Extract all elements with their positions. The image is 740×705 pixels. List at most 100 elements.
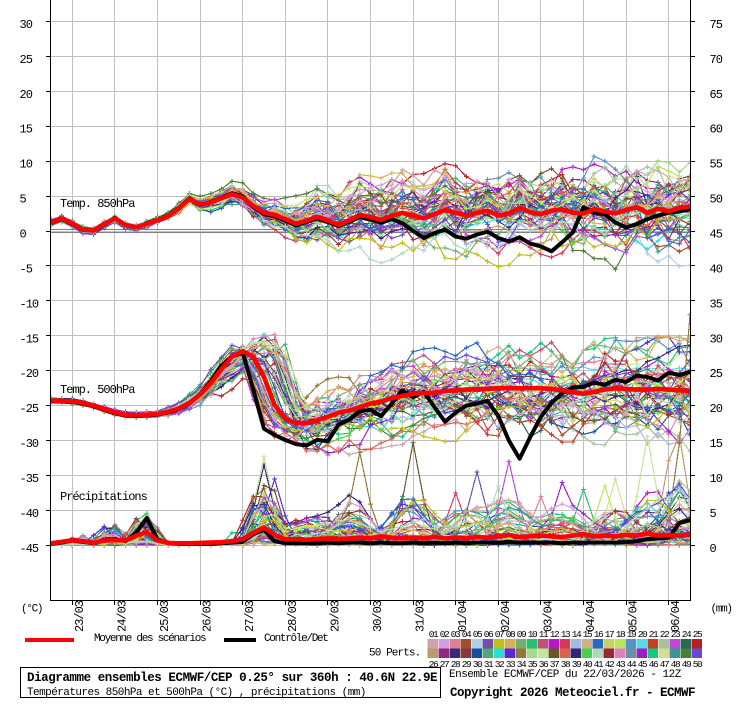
svg-text:Temp. 500hPa: Temp. 500hPa <box>60 383 135 397</box>
svg-text:45: 45 <box>638 659 648 670</box>
svg-text:06: 06 <box>484 629 494 640</box>
svg-text:-40: -40 <box>20 507 39 521</box>
svg-text:27: 27 <box>440 659 449 670</box>
svg-text:24/03: 24/03 <box>115 600 129 632</box>
svg-text:Contrôle/Det: Contrôle/Det <box>264 633 328 645</box>
svg-text:30: 30 <box>710 332 723 346</box>
svg-text:10: 10 <box>710 472 723 486</box>
svg-text:47: 47 <box>660 659 669 670</box>
svg-text:24: 24 <box>682 629 692 640</box>
svg-text:11: 11 <box>539 629 549 640</box>
svg-text:5: 5 <box>710 507 717 521</box>
svg-text:14: 14 <box>572 629 582 640</box>
svg-text:50: 50 <box>710 193 723 207</box>
svg-text:26: 26 <box>429 659 439 670</box>
svg-text:Moyenne des scénarios: Moyenne des scénarios <box>94 633 206 645</box>
svg-text:20: 20 <box>20 88 33 102</box>
svg-text:20: 20 <box>638 629 648 640</box>
svg-text:26/03: 26/03 <box>201 600 215 632</box>
svg-text:41: 41 <box>594 659 604 670</box>
svg-text:-20: -20 <box>20 367 39 381</box>
svg-text:30: 30 <box>20 18 33 32</box>
svg-text:34: 34 <box>517 659 527 670</box>
svg-text:03/04: 03/04 <box>541 600 555 632</box>
svg-text:25: 25 <box>20 53 33 67</box>
svg-text:(mm): (mm) <box>711 604 732 616</box>
svg-text:45: 45 <box>710 228 723 242</box>
svg-text:55: 55 <box>710 158 723 172</box>
svg-text:06/04: 06/04 <box>669 600 683 632</box>
svg-text:17: 17 <box>605 629 614 640</box>
svg-text:37: 37 <box>550 659 559 670</box>
svg-text:30/03: 30/03 <box>371 600 385 632</box>
svg-text:19: 19 <box>627 629 637 640</box>
svg-text:28: 28 <box>451 659 461 670</box>
svg-text:50 Perts.: 50 Perts. <box>369 648 420 660</box>
svg-text:-15: -15 <box>20 332 39 346</box>
svg-text:Temp. 850hPa: Temp. 850hPa <box>60 197 135 211</box>
svg-text:46: 46 <box>649 659 659 670</box>
svg-text:(°C): (°C) <box>21 604 42 616</box>
svg-text:28/03: 28/03 <box>286 600 300 632</box>
svg-text:Copyright 2026 Meteociel.fr -: Copyright 2026 Meteociel.fr - ECMWF <box>450 686 695 700</box>
svg-text:02/04: 02/04 <box>499 600 513 632</box>
svg-text:23: 23 <box>671 629 681 640</box>
svg-text:-5: -5 <box>20 262 33 276</box>
svg-text:05/04: 05/04 <box>627 600 641 632</box>
svg-text:04/04: 04/04 <box>584 600 598 632</box>
svg-text:-10: -10 <box>20 297 39 311</box>
svg-text:32: 32 <box>495 659 505 670</box>
svg-text:18: 18 <box>616 629 626 640</box>
svg-text:01: 01 <box>429 629 439 640</box>
svg-text:16: 16 <box>594 629 604 640</box>
svg-text:43: 43 <box>616 659 626 670</box>
svg-text:40: 40 <box>583 659 593 670</box>
svg-text:49: 49 <box>682 659 692 670</box>
svg-text:21: 21 <box>649 629 659 640</box>
svg-text:25: 25 <box>693 629 703 640</box>
svg-text:13: 13 <box>561 629 571 640</box>
svg-text:29/03: 29/03 <box>328 600 342 632</box>
svg-text:07: 07 <box>495 629 504 640</box>
svg-text:25/03: 25/03 <box>158 600 172 632</box>
svg-text:10: 10 <box>20 158 33 172</box>
svg-text:5: 5 <box>20 193 27 207</box>
svg-text:33: 33 <box>506 659 516 670</box>
svg-text:75: 75 <box>710 18 723 32</box>
svg-text:65: 65 <box>710 88 723 102</box>
svg-text:38: 38 <box>561 659 571 670</box>
svg-text:05: 05 <box>473 629 483 640</box>
svg-text:22: 22 <box>660 629 670 640</box>
svg-text:-35: -35 <box>20 472 39 486</box>
svg-text:27/03: 27/03 <box>243 600 257 632</box>
svg-text:25: 25 <box>710 367 723 381</box>
svg-text:0: 0 <box>710 542 717 556</box>
svg-text:60: 60 <box>710 123 723 137</box>
svg-text:39: 39 <box>572 659 582 670</box>
svg-text:40: 40 <box>710 262 723 276</box>
svg-text:48: 48 <box>671 659 681 670</box>
svg-text:36: 36 <box>539 659 549 670</box>
svg-text:-25: -25 <box>20 402 39 416</box>
svg-text:10: 10 <box>528 629 538 640</box>
svg-text:30: 30 <box>473 659 483 670</box>
svg-text:31/03: 31/03 <box>414 600 428 632</box>
svg-text:31: 31 <box>484 659 494 670</box>
svg-text:Précipitations: Précipitations <box>60 490 148 504</box>
svg-text:23/03: 23/03 <box>73 600 87 632</box>
svg-text:15: 15 <box>20 123 33 137</box>
svg-text:35: 35 <box>528 659 538 670</box>
svg-text:-45: -45 <box>20 542 39 556</box>
svg-text:0: 0 <box>20 228 27 242</box>
svg-text:20: 20 <box>710 402 723 416</box>
svg-text:70: 70 <box>710 53 723 67</box>
svg-text:01/04: 01/04 <box>456 600 470 632</box>
svg-text:44: 44 <box>627 659 637 670</box>
svg-text:09: 09 <box>517 629 527 640</box>
svg-text:Diagramme ensembles ECMWF/CEP: Diagramme ensembles ECMWF/CEP 0.25° sur … <box>27 671 437 685</box>
svg-text:12: 12 <box>550 629 560 640</box>
svg-text:03: 03 <box>451 629 461 640</box>
svg-text:42: 42 <box>605 659 615 670</box>
svg-text:-30: -30 <box>20 437 39 451</box>
svg-text:Ensemble ECMWF/CEP du 22/03/20: Ensemble ECMWF/CEP du 22/03/2026 - 12Z <box>449 669 682 681</box>
